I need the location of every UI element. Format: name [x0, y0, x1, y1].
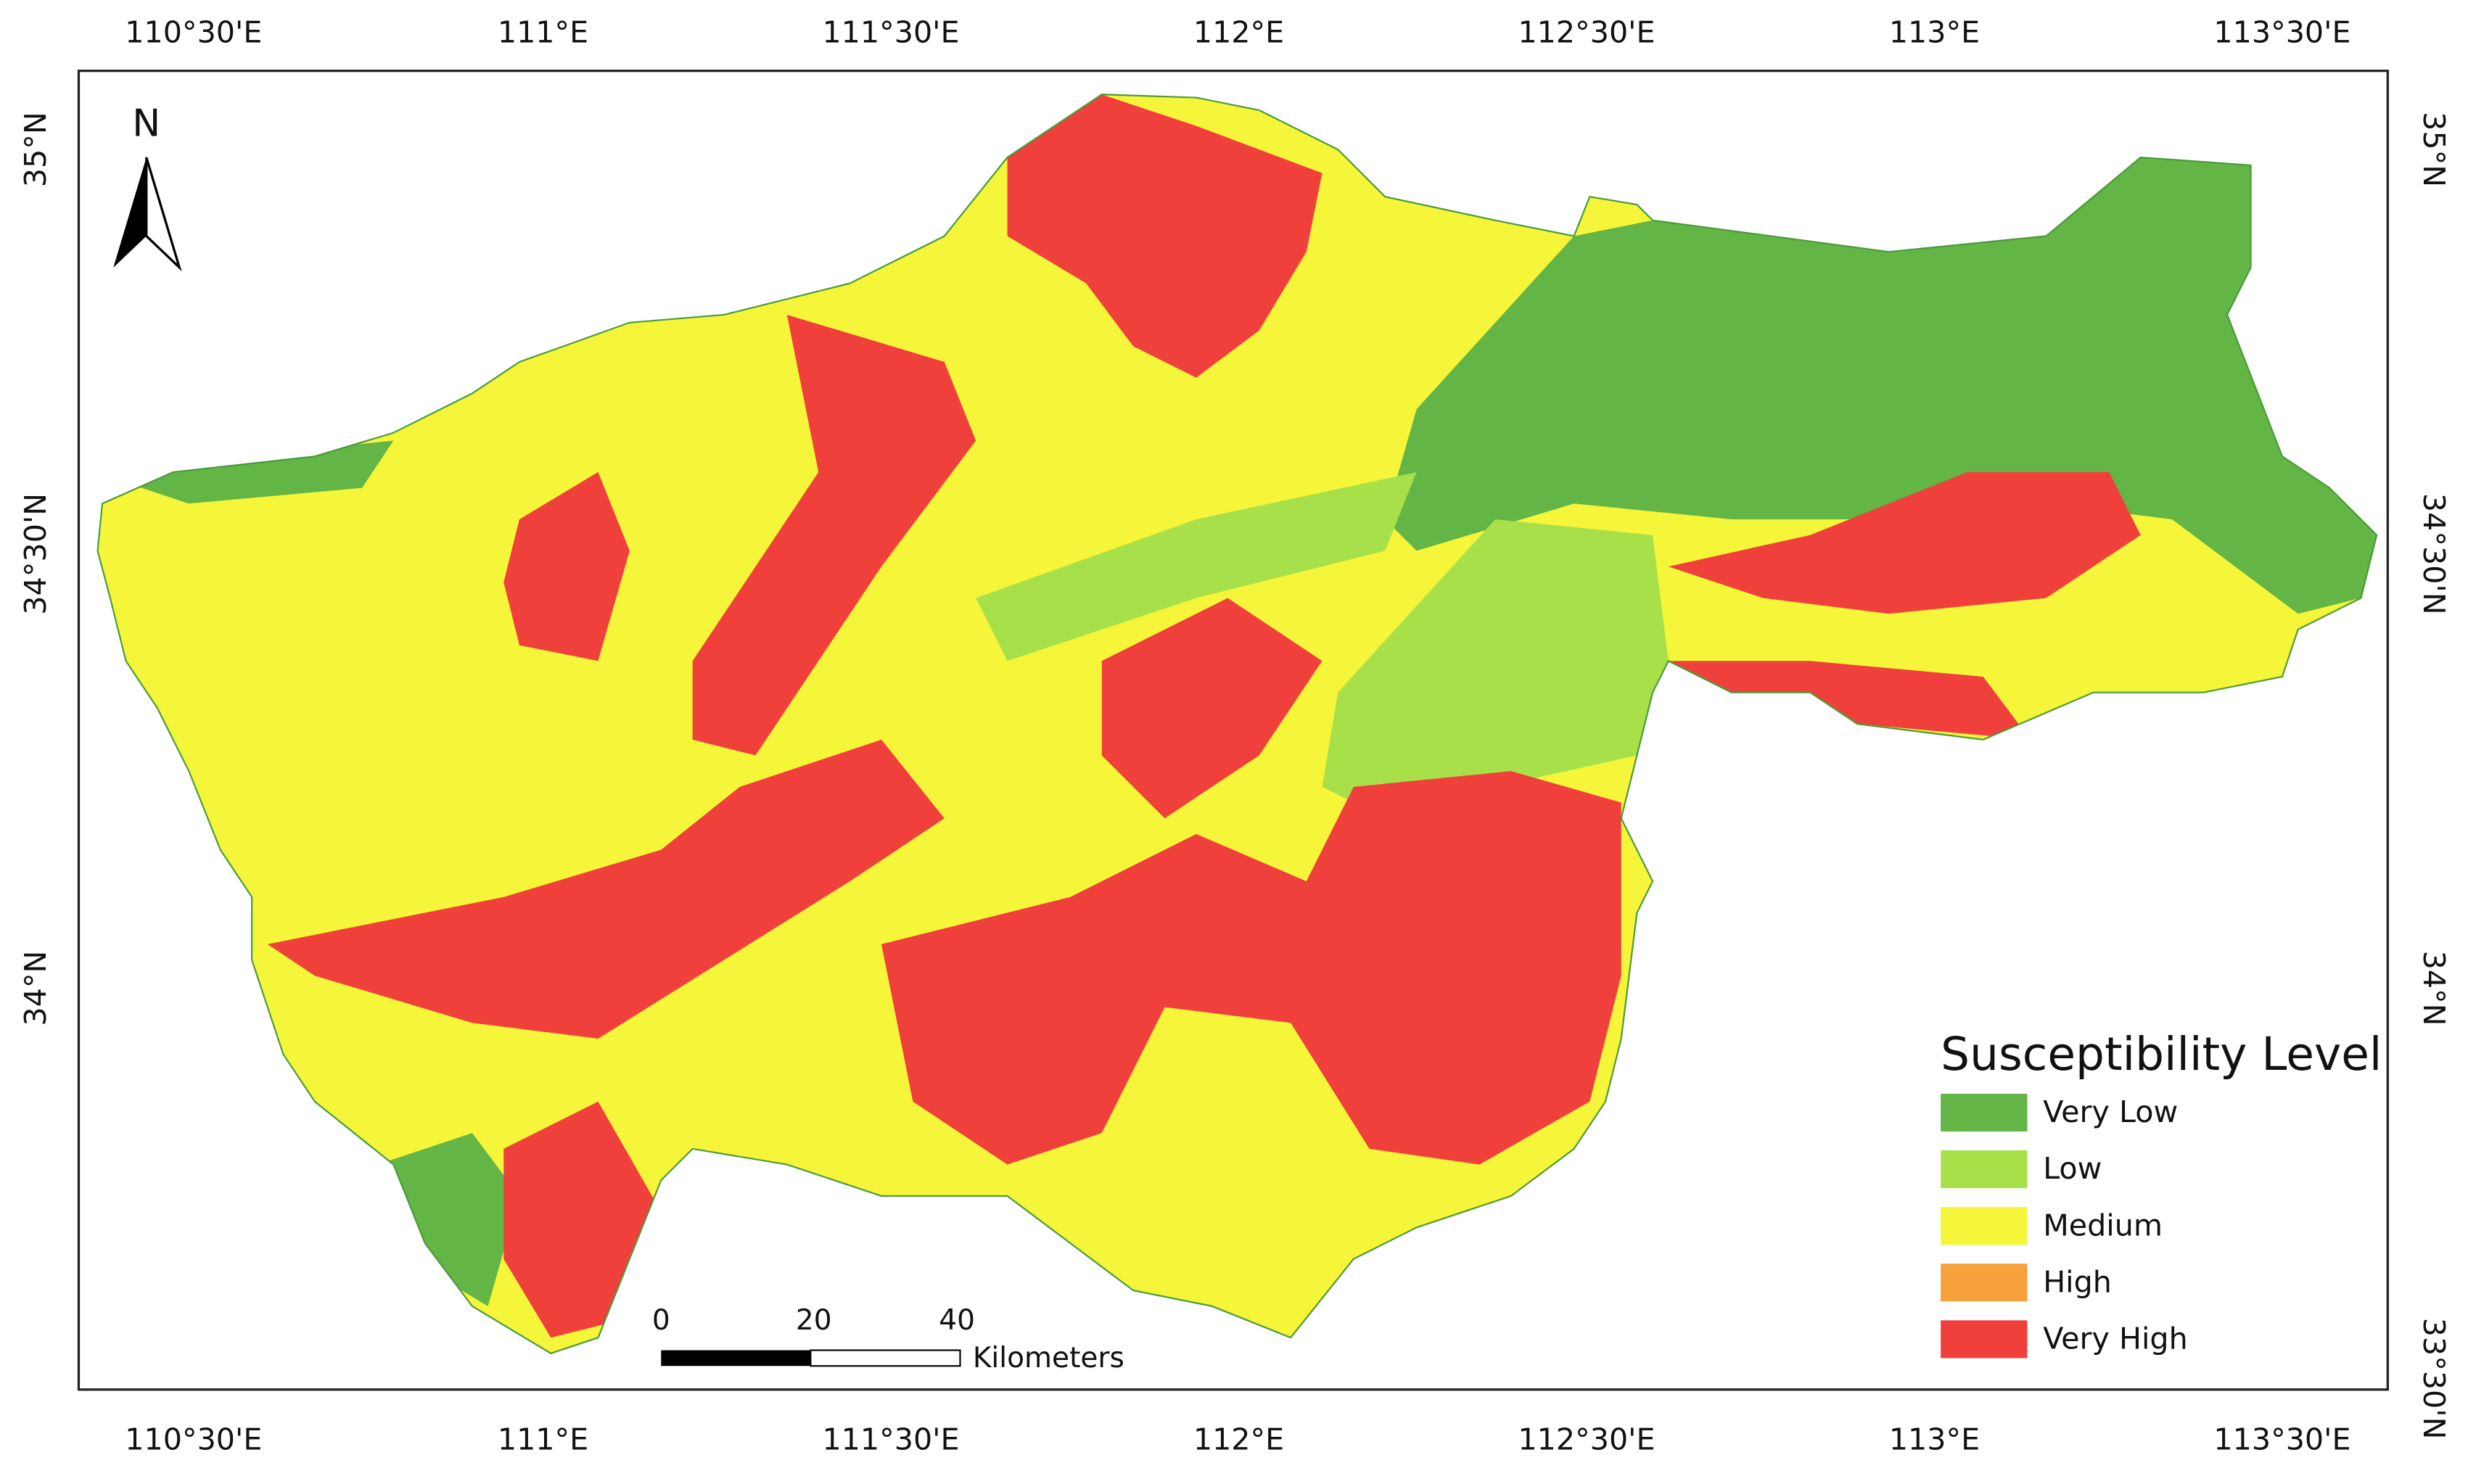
legend-swatch: [1941, 1207, 2028, 1245]
zone-very-high: [881, 771, 1621, 1165]
legend-label: Low: [2043, 1151, 2102, 1186]
zone-very-high: [1007, 94, 1323, 378]
scale-bar: 0 20 40 Kilometers: [652, 1304, 1124, 1374]
longitude-label: 113°30'E: [2213, 1422, 2350, 1456]
graticule-labels: 110°30'E 111°E 111°30'E 112°E 112°30'E 113°E 1…: [18, 15, 2451, 1457]
zone-very-high: [1668, 471, 2141, 614]
latitude-label: 35°N: [18, 112, 53, 187]
north-arrow-right: [145, 157, 182, 272]
scale-label: 20: [796, 1304, 832, 1337]
latitude-label: 34°30'N: [2416, 493, 2451, 615]
longitude-label: 113°30'E: [2213, 15, 2350, 50]
legend-label: Very High: [2043, 1322, 2188, 1356]
longitude-label: 111°30'E: [822, 1422, 959, 1456]
legend-swatch: [1941, 1150, 2028, 1189]
scale-label: 40: [939, 1304, 975, 1337]
legend-label: Medium: [2043, 1208, 2163, 1242]
longitude-label: 113°E: [1889, 1422, 1980, 1456]
scale-segment: [661, 1350, 811, 1366]
north-arrow-left: [113, 157, 147, 268]
longitude-label: 112°E: [1193, 15, 1284, 50]
zone-very-low: [97, 440, 394, 504]
legend-swatch: [1941, 1320, 2028, 1359]
scale-unit: Kilometers: [973, 1342, 1124, 1374]
zone-very-high: [692, 314, 976, 756]
longitude-label: 111°E: [498, 15, 588, 50]
legend-swatch: [1941, 1093, 2028, 1131]
latitude-label: 33°30'N: [2416, 1318, 2451, 1440]
scale-label: 0: [652, 1304, 670, 1337]
latitude-label: 34°30'N: [18, 493, 53, 615]
zone-very-high: [1101, 598, 1323, 819]
longitude-label: 110°30'E: [125, 1422, 262, 1456]
north-label: N: [132, 102, 160, 146]
longitude-label: 112°30'E: [1518, 1422, 1655, 1456]
zone-very-high: [1668, 661, 2031, 740]
longitude-label: 112°E: [1193, 1422, 1284, 1456]
longitude-label: 113°E: [1889, 15, 1980, 50]
legend: Susceptibility Level Very Low Low Medium Hi…: [1941, 1028, 2382, 1359]
north-arrow: N: [113, 102, 182, 272]
legend-label: Very Low: [2043, 1095, 2178, 1129]
latitude-label: 34°N: [2416, 951, 2451, 1026]
zone-very-high: [267, 739, 945, 1039]
zone-low: [976, 471, 1417, 661]
zone-very-low: [377, 1133, 519, 1306]
latitude-label: 34°N: [18, 951, 53, 1026]
zone-low: [1322, 519, 1669, 819]
legend-label: High: [2043, 1264, 2112, 1299]
scale-segment: [810, 1349, 961, 1367]
longitude-label: 110°30'E: [125, 15, 262, 50]
longitude-label: 111°E: [498, 1422, 588, 1456]
longitude-label: 111°30'E: [822, 15, 959, 50]
legend-swatch: [1941, 1264, 2028, 1302]
zone-very-high: [503, 471, 630, 661]
region-outline: [96, 94, 2378, 1355]
zone-very-low: [1385, 157, 2377, 614]
longitude-label: 112°30'E: [1518, 15, 1655, 50]
legend-title: Susceptibility Level: [1941, 1028, 2382, 1081]
latitude-label: 35°N: [2416, 112, 2451, 187]
